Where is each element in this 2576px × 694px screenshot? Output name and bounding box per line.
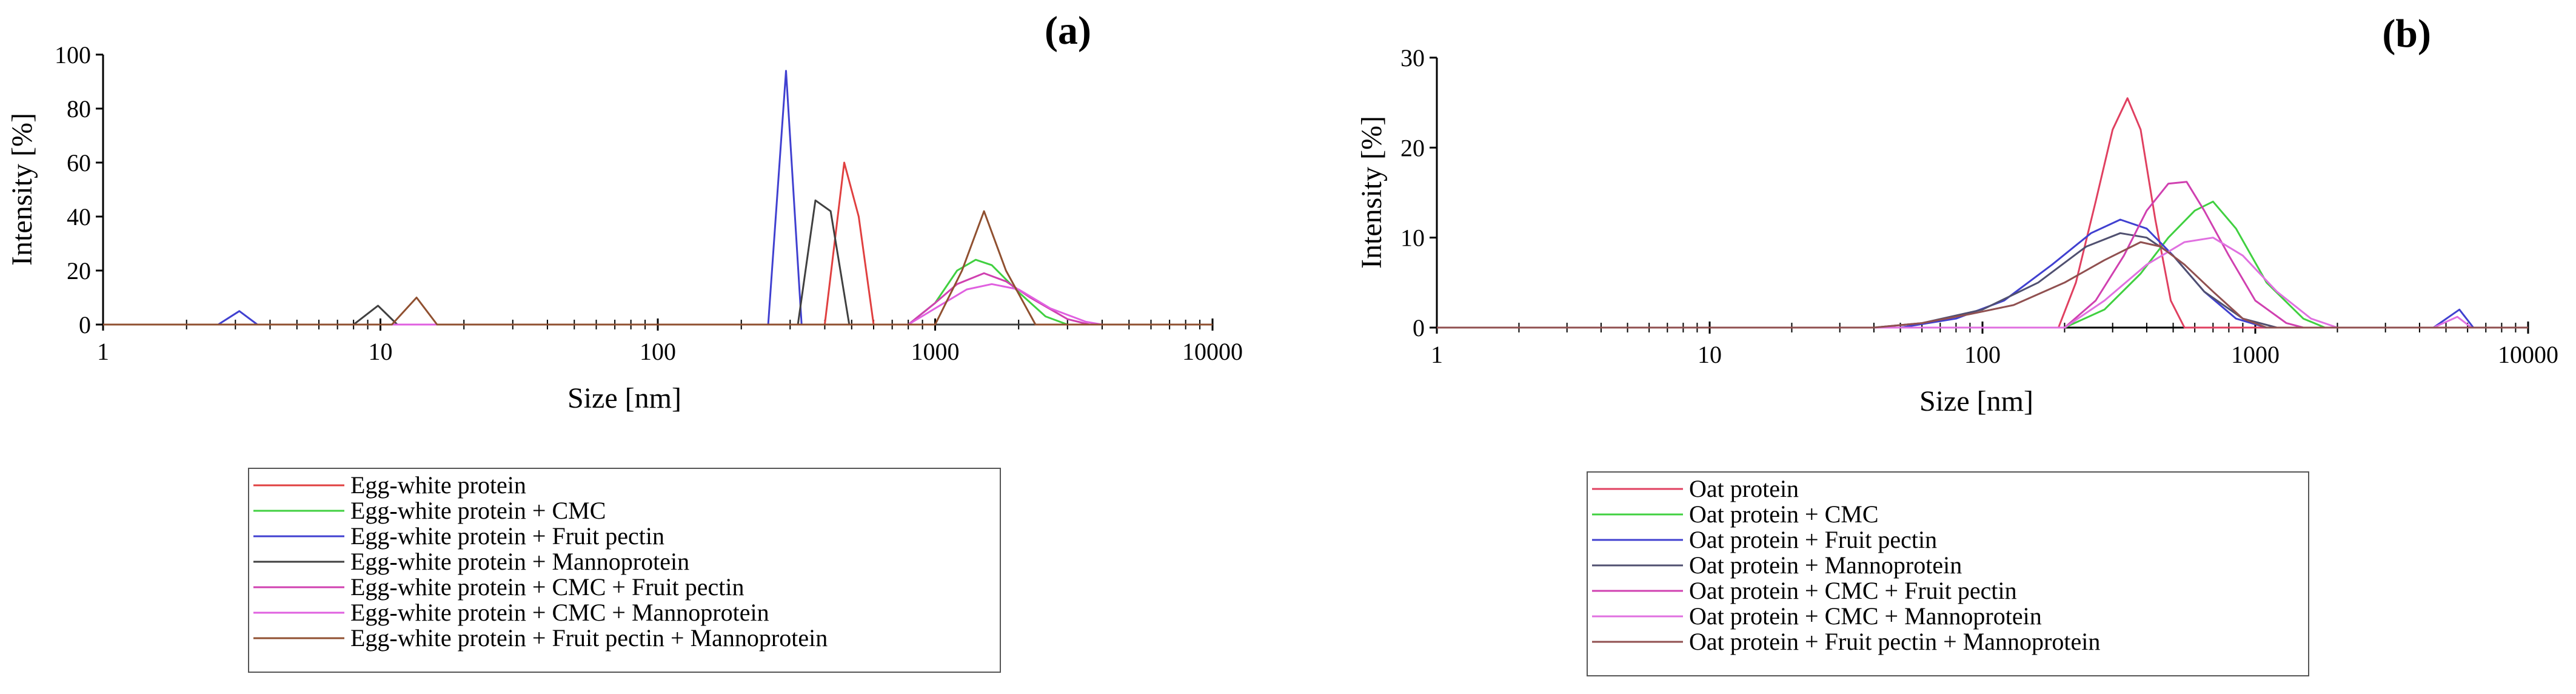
y-axis-title-b: Intensity [%]	[1356, 116, 1388, 269]
x-tick-label-a: 10	[369, 338, 393, 365]
legend-label-b-3: Oat protein + Fruit pectin	[1689, 526, 1937, 553]
series-line-a-5	[103, 272, 1213, 326]
series-line-b-7	[1437, 241, 2528, 329]
legend-label-a-6: Egg-white protein + CMC + Mannoprotein	[350, 599, 769, 626]
legend-box-b	[1587, 471, 2309, 676]
series-line-b-2	[1437, 200, 2528, 329]
x-tick-label-b: 1	[1431, 341, 1443, 368]
series-line-a-3	[103, 70, 1213, 326]
legend-label-b-5: Oat protein + CMC + Fruit pectin	[1689, 577, 2017, 604]
legend-label-a-1: Egg-white protein	[350, 471, 526, 499]
y-tick-label-a: 0	[79, 311, 91, 339]
x-tick-label-b: 10000	[2498, 341, 2558, 368]
x-tick-label-a: 10000	[1182, 338, 1243, 365]
x-axis-title-b: Size [nm]	[1919, 385, 2033, 417]
y-tick-label-b: 20	[1400, 134, 1425, 161]
legend-label-b-1: Oat protein	[1689, 475, 1799, 502]
series-line-a-7	[103, 210, 1213, 326]
y-tick-label-b: 10	[1400, 224, 1425, 252]
x-tick-label-b: 100	[1964, 341, 2001, 368]
y-tick-label-a: 20	[67, 257, 91, 285]
legend-label-a-3: Egg-white protein + Fruit pectin	[350, 522, 664, 550]
panel-label-a: (a)	[1045, 8, 1091, 53]
y-tick-label-a: 80	[67, 95, 91, 123]
y-tick-label-a: 60	[67, 149, 91, 177]
series-line-b-1	[1437, 97, 2528, 329]
x-tick-label-b: 10	[1698, 341, 1722, 368]
panel-a: 0 20 40 60 80 100 1 10 100 1000 10000 Size [nm] Inte…	[6, 8, 1243, 673]
legend-box-a	[248, 468, 1001, 673]
x-tick-label-a: 1000	[911, 338, 960, 365]
x-tick-label-a: 1	[97, 338, 109, 365]
legend-label-a-2: Egg-white protein + CMC	[350, 497, 606, 524]
y-tick-label-a: 100	[55, 41, 91, 69]
legend-label-a-7: Egg-white protein + Fruit pectin + Manno…	[350, 624, 828, 652]
panel-label-b: (b)	[2382, 12, 2431, 56]
legend-label-a-4: Egg-white protein + Mannoprotein	[350, 548, 689, 575]
panel-b: 0 10 20 30 1 10 100 1000 10000 Size [nm] Intensity…	[1356, 12, 2558, 676]
legend-label-a-5: Egg-white protein + CMC + Fruit pectin	[350, 573, 744, 601]
legend-label-b-4: Oat protein + Mannoprotein	[1689, 551, 1962, 579]
x-tick-label-a: 100	[640, 338, 676, 365]
legend-label-b-6: Oat protein + CMC + Mannoprotein	[1689, 602, 2042, 630]
x-tick-label-b: 1000	[2231, 341, 2280, 368]
y-axis-title-a: Intensity [%]	[6, 113, 38, 266]
series-line-a-6	[103, 283, 1213, 326]
y-tick-label-b: 0	[1413, 314, 1425, 342]
series-line-a-2	[103, 258, 1213, 326]
legend-label-b-7: Oat protein + Fruit pectin + Mannoprotei…	[1689, 628, 2100, 655]
series-line-b-6	[1437, 237, 2528, 329]
y-tick-label-b: 30	[1400, 44, 1425, 72]
y-tick-label-a: 40	[67, 203, 91, 231]
series-line-b-5	[1437, 181, 2528, 329]
x-axis-title-a: Size [nm]	[567, 382, 681, 414]
series-line-a-1	[103, 161, 1213, 326]
series-line-b-4	[1437, 232, 2528, 329]
legend-label-b-2: Oat protein + CMC	[1689, 500, 1879, 528]
